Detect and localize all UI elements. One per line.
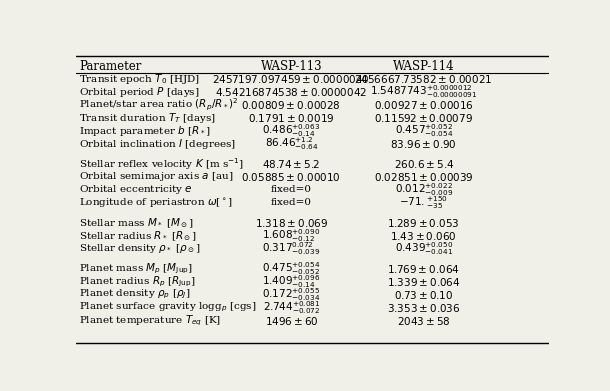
Text: Impact parameter $b$ [$R_*$]: Impact parameter $b$ [$R_*$] xyxy=(79,124,211,138)
Text: $4.54216874538 \pm 0.0000042$: $4.54216874538 \pm 0.0000042$ xyxy=(215,86,367,98)
Text: Parameter: Parameter xyxy=(79,60,142,73)
Text: WASP-113: WASP-113 xyxy=(260,60,322,73)
Text: Stellar reflex velocity $K$ [m s$^{-1}$]: Stellar reflex velocity $K$ [m s$^{-1}$] xyxy=(79,156,244,172)
Text: $1.43 \pm 0.060$: $1.43 \pm 0.060$ xyxy=(390,230,457,242)
Text: fixed=0: fixed=0 xyxy=(271,198,312,207)
Text: $83.96 \pm 0.90$: $83.96 \pm 0.90$ xyxy=(390,138,457,150)
Text: $0.457^{+0.052}_{-0.054}$: $0.457^{+0.052}_{-0.054}$ xyxy=(395,122,453,139)
Text: Transit epoch $T_0$ [HJD]: Transit epoch $T_0$ [HJD] xyxy=(79,72,200,86)
Text: Planet temperature $T_{eq}$ [K]: Planet temperature $T_{eq}$ [K] xyxy=(79,313,221,328)
Text: $1.409^{+0.096}_{-0.14}$: $1.409^{+0.096}_{-0.14}$ xyxy=(262,273,320,290)
Text: $1.318 \pm 0.069$: $1.318 \pm 0.069$ xyxy=(254,217,328,229)
Text: Planet surface gravity logg$_p$ [cgs]: Planet surface gravity logg$_p$ [cgs] xyxy=(79,301,257,314)
Text: Planet radius $R_p$ [$R_{\rm Jup}$]: Planet radius $R_p$ [$R_{\rm Jup}$] xyxy=(79,274,196,289)
Text: $1496 \pm 60$: $1496 \pm 60$ xyxy=(265,315,318,326)
Text: $48.74 \pm 5.2$: $48.74 \pm 5.2$ xyxy=(262,158,321,170)
Text: $-71.^{+150}_{-35}$: $-71.^{+150}_{-35}$ xyxy=(400,194,448,211)
Text: $0.1791 \pm 0.0019$: $0.1791 \pm 0.0019$ xyxy=(248,112,335,124)
Text: $0.012^{+0.022}_{-0.009}$: $0.012^{+0.022}_{-0.009}$ xyxy=(395,181,453,198)
Text: $0.475^{+0.054}_{-0.052}$: $0.475^{+0.054}_{-0.052}$ xyxy=(262,260,320,277)
Text: $0.317^{0.072}_{-0.039}$: $0.317^{0.072}_{-0.039}$ xyxy=(262,240,320,257)
Text: Planet mass $M_p$ [$M_{\rm Jup}$]: Planet mass $M_p$ [$M_{\rm Jup}$] xyxy=(79,262,193,276)
Text: $2043 \pm 58$: $2043 \pm 58$ xyxy=(397,315,451,326)
Text: $0.172^{+0.055}_{-0.034}$: $0.172^{+0.055}_{-0.034}$ xyxy=(262,286,320,303)
Text: $0.486^{+0.063}_{-0.14}$: $0.486^{+0.063}_{-0.14}$ xyxy=(262,122,320,139)
Text: Orbital eccentricity $e$: Orbital eccentricity $e$ xyxy=(79,183,193,196)
Text: $1.289 \pm 0.053$: $1.289 \pm 0.053$ xyxy=(387,217,460,229)
Text: $0.11592 \pm 0.00079$: $0.11592 \pm 0.00079$ xyxy=(374,112,473,124)
Text: $0.00809 \pm 0.00028$: $0.00809 \pm 0.00028$ xyxy=(242,99,341,111)
Text: Planet/star area ratio $(R_p/R_*)^2$: Planet/star area ratio $(R_p/R_*)^2$ xyxy=(79,97,239,113)
Text: Orbital inclination $I$ [degrees]: Orbital inclination $I$ [degrees] xyxy=(79,137,236,151)
Text: $1.769 \pm 0.064$: $1.769 \pm 0.064$ xyxy=(387,263,460,275)
Text: Transit duration $T_T$ [days]: Transit duration $T_T$ [days] xyxy=(79,111,216,125)
Text: $1.5487743^{+0.0000012}_{-0.00000091}$: $1.5487743^{+0.0000012}_{-0.00000091}$ xyxy=(370,84,478,100)
Text: $1.339 \pm 0.064$: $1.339 \pm 0.064$ xyxy=(387,276,461,288)
Text: $0.02851 \pm 0.00039$: $0.02851 \pm 0.00039$ xyxy=(374,171,473,183)
Text: $0.00927 \pm 0.00016$: $0.00927 \pm 0.00016$ xyxy=(374,99,473,111)
Text: Orbital semimajor axis $a$ [au]: Orbital semimajor axis $a$ [au] xyxy=(79,170,234,183)
Text: Planet density $\rho_p$ [$\rho_J$]: Planet density $\rho_p$ [$\rho_J$] xyxy=(79,288,190,301)
Text: $260.6 \pm 5.4$: $260.6 \pm 5.4$ xyxy=(393,158,454,170)
Text: Stellar radius $R_*$ [$R_\odot$]: Stellar radius $R_*$ [$R_\odot$] xyxy=(79,229,197,242)
Text: fixed=0: fixed=0 xyxy=(271,185,312,194)
Text: $1.608^{+0.090}_{-0.12}$: $1.608^{+0.090}_{-0.12}$ xyxy=(262,228,320,244)
Text: Orbital period $P$ [days]: Orbital period $P$ [days] xyxy=(79,85,199,99)
Text: $2457197.097459 \pm 0.0000040$: $2457197.097459 \pm 0.0000040$ xyxy=(212,73,370,85)
Text: $0.05885 \pm 0.00010$: $0.05885 \pm 0.00010$ xyxy=(242,171,341,183)
Text: $0.73 \pm 0.10$: $0.73 \pm 0.10$ xyxy=(394,289,453,301)
Text: $3.353 \pm 0.036$: $3.353 \pm 0.036$ xyxy=(387,301,461,314)
Text: $2456667.73582 \pm 0.00021$: $2456667.73582 \pm 0.00021$ xyxy=(354,73,493,85)
Text: $2.744^{+0.081}_{-0.072}$: $2.744^{+0.081}_{-0.072}$ xyxy=(263,299,320,316)
Text: WASP-114: WASP-114 xyxy=(393,60,454,73)
Text: $0.439^{+0.050}_{-0.041}$: $0.439^{+0.050}_{-0.041}$ xyxy=(395,240,453,257)
Text: $86.46^{+1.2}_{-0.64}$: $86.46^{+1.2}_{-0.64}$ xyxy=(265,135,318,152)
Text: Longitude of periastron $\omega$[$^\circ$]: Longitude of periastron $\omega$[$^\circ… xyxy=(79,196,233,210)
Text: Stellar mass $M_*$ [$M_\odot$]: Stellar mass $M_*$ [$M_\odot$] xyxy=(79,216,194,230)
Text: Stellar density $\rho_*$ [$\rho_\odot$]: Stellar density $\rho_*$ [$\rho_\odot$] xyxy=(79,242,201,255)
